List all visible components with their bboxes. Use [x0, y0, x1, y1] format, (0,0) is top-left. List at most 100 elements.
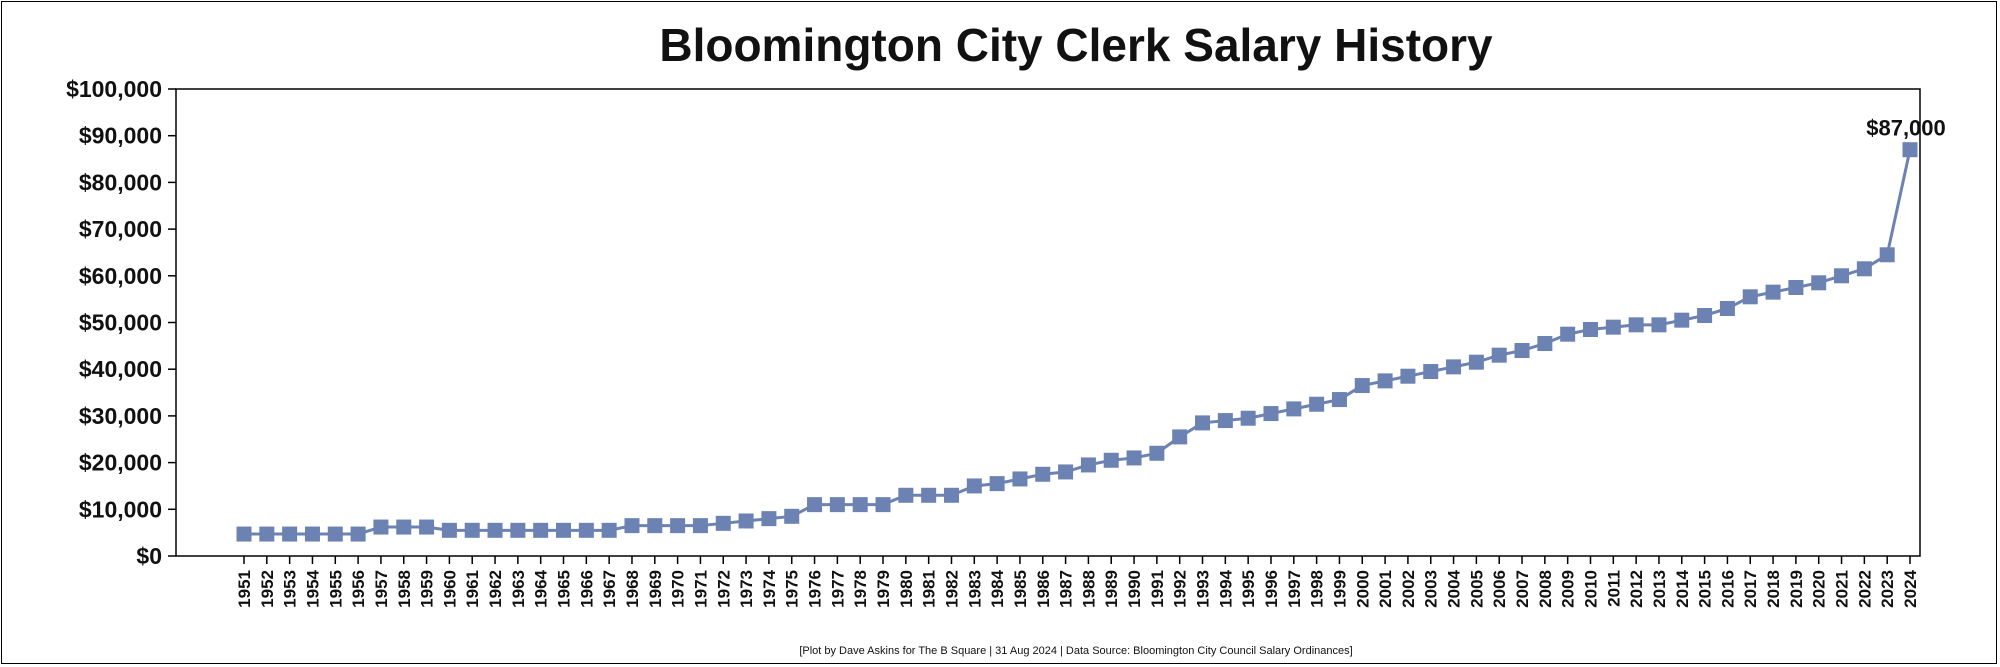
- x-tick-label: 1980: [897, 570, 916, 608]
- data-point: [1286, 401, 1302, 417]
- data-point: [259, 526, 275, 542]
- x-tick-label: 1999: [1330, 570, 1349, 608]
- y-tick-label: $20,000: [79, 450, 162, 476]
- data-point: [1651, 317, 1667, 333]
- x-tick-label: 1959: [418, 570, 437, 608]
- x-tick-label: 1967: [600, 570, 619, 608]
- x-tick-label: 1976: [806, 570, 825, 608]
- x-tick-label: 1983: [965, 570, 984, 608]
- data-point: [556, 522, 572, 538]
- x-tick-label: 1986: [1034, 570, 1053, 608]
- y-axis: $0 $10,000 $20,000 $30,000 $40,000 $50,000 $60…: [66, 76, 176, 569]
- data-point: [1719, 300, 1735, 316]
- data-point: [1309, 396, 1325, 412]
- data-point: [464, 522, 480, 538]
- data-point: [784, 508, 800, 524]
- data-point: [1811, 275, 1827, 291]
- data-point: [852, 497, 868, 513]
- y-tick-label: $80,000: [79, 169, 162, 195]
- data-point: [761, 511, 777, 527]
- x-tick-label: 1974: [760, 569, 779, 607]
- x-tick-label: 1977: [828, 570, 847, 608]
- data-point: [533, 522, 549, 538]
- data-point: [1674, 312, 1690, 328]
- data-point: [1491, 347, 1507, 363]
- data-point: [327, 526, 343, 542]
- data-point: [1560, 326, 1576, 342]
- y-tick-label: $100,000: [66, 76, 162, 102]
- x-tick-label: 1955: [326, 570, 345, 608]
- x-tick-label: 1987: [1057, 570, 1076, 608]
- x-tick-label: 1993: [1194, 570, 1213, 608]
- x-tick-label: 1997: [1285, 570, 1304, 608]
- data-point: [1742, 289, 1758, 305]
- x-tick-label: 2011: [1604, 570, 1623, 607]
- data-point: [1195, 415, 1211, 431]
- data-point: [1902, 142, 1918, 158]
- y-tick-label: $50,000: [79, 310, 162, 336]
- x-tick-label: 1969: [646, 570, 665, 608]
- data-point: [966, 478, 982, 494]
- x-tick-label: 1961: [463, 570, 482, 608]
- x-tick-label: 1973: [737, 570, 756, 608]
- x-tick-label: 2021: [1833, 570, 1852, 608]
- data-point: [510, 522, 526, 538]
- x-tick-label: 2010: [1581, 570, 1600, 608]
- x-tick-label: 2015: [1696, 570, 1715, 608]
- x-tick-label: 1963: [509, 570, 528, 608]
- data-point: [624, 518, 640, 534]
- y-tick-label: $60,000: [79, 263, 162, 289]
- x-tick-label: 2005: [1467, 570, 1486, 608]
- y-tick-label: $0: [136, 543, 162, 569]
- data-point: [1080, 457, 1096, 473]
- x-tick-label: 2009: [1559, 570, 1578, 608]
- data-point: [1149, 445, 1165, 461]
- x-tick-label: 2003: [1422, 570, 1441, 608]
- data-point: [1240, 410, 1256, 426]
- x-tick-label: 1957: [372, 570, 391, 608]
- x-tick-label: 1988: [1079, 570, 1098, 608]
- x-tick-label: 1991: [1148, 570, 1167, 608]
- x-tick-label: 2000: [1353, 570, 1372, 608]
- data-point: [647, 518, 663, 534]
- x-tick-label: 1962: [486, 570, 505, 608]
- x-tick-label: 2006: [1490, 570, 1509, 608]
- x-tick-label: 1989: [1102, 570, 1121, 608]
- y-tick-label: $40,000: [79, 356, 162, 382]
- x-tick-label: 2020: [1810, 570, 1829, 608]
- data-point: [989, 476, 1005, 492]
- data-point: [487, 522, 503, 538]
- data-point: [1035, 466, 1051, 482]
- x-tick-label: 1953: [281, 570, 300, 608]
- x-tick-label: 2017: [1741, 570, 1760, 608]
- x-tick-label: 2018: [1764, 570, 1783, 608]
- data-point: [898, 487, 914, 503]
- x-tick-label: 1985: [1011, 570, 1030, 608]
- x-tick-label: 1996: [1262, 570, 1281, 608]
- data-point: [715, 515, 731, 531]
- x-tick-label: 1975: [783, 570, 802, 608]
- x-tick-label: 2008: [1536, 570, 1555, 608]
- data-point: [670, 518, 686, 534]
- x-tick-label: 2022: [1855, 570, 1874, 608]
- y-tick-label: $90,000: [79, 123, 162, 149]
- data-point: [1423, 364, 1439, 380]
- chart-title: Bloomington City Clerk Salary History: [659, 19, 1493, 71]
- y-tick-label: $70,000: [79, 216, 162, 242]
- data-point: [807, 497, 823, 513]
- x-tick-label: 2013: [1650, 570, 1669, 608]
- data-point: [921, 487, 937, 503]
- data-point: [1605, 319, 1621, 335]
- data-point: [738, 513, 754, 529]
- data-point: [1172, 429, 1188, 445]
- x-tick-label: 2004: [1445, 569, 1464, 607]
- x-axis: 1951 1952 1953 1954 1955 1956 1957 1958 1959 1960…: [235, 556, 1920, 608]
- x-tick-label: 2002: [1399, 570, 1418, 608]
- data-point: [1834, 268, 1850, 284]
- x-tick-label: 1978: [851, 570, 870, 608]
- y-tick-label: $10,000: [79, 496, 162, 522]
- data-point: [396, 519, 412, 535]
- data-point: [1765, 284, 1781, 300]
